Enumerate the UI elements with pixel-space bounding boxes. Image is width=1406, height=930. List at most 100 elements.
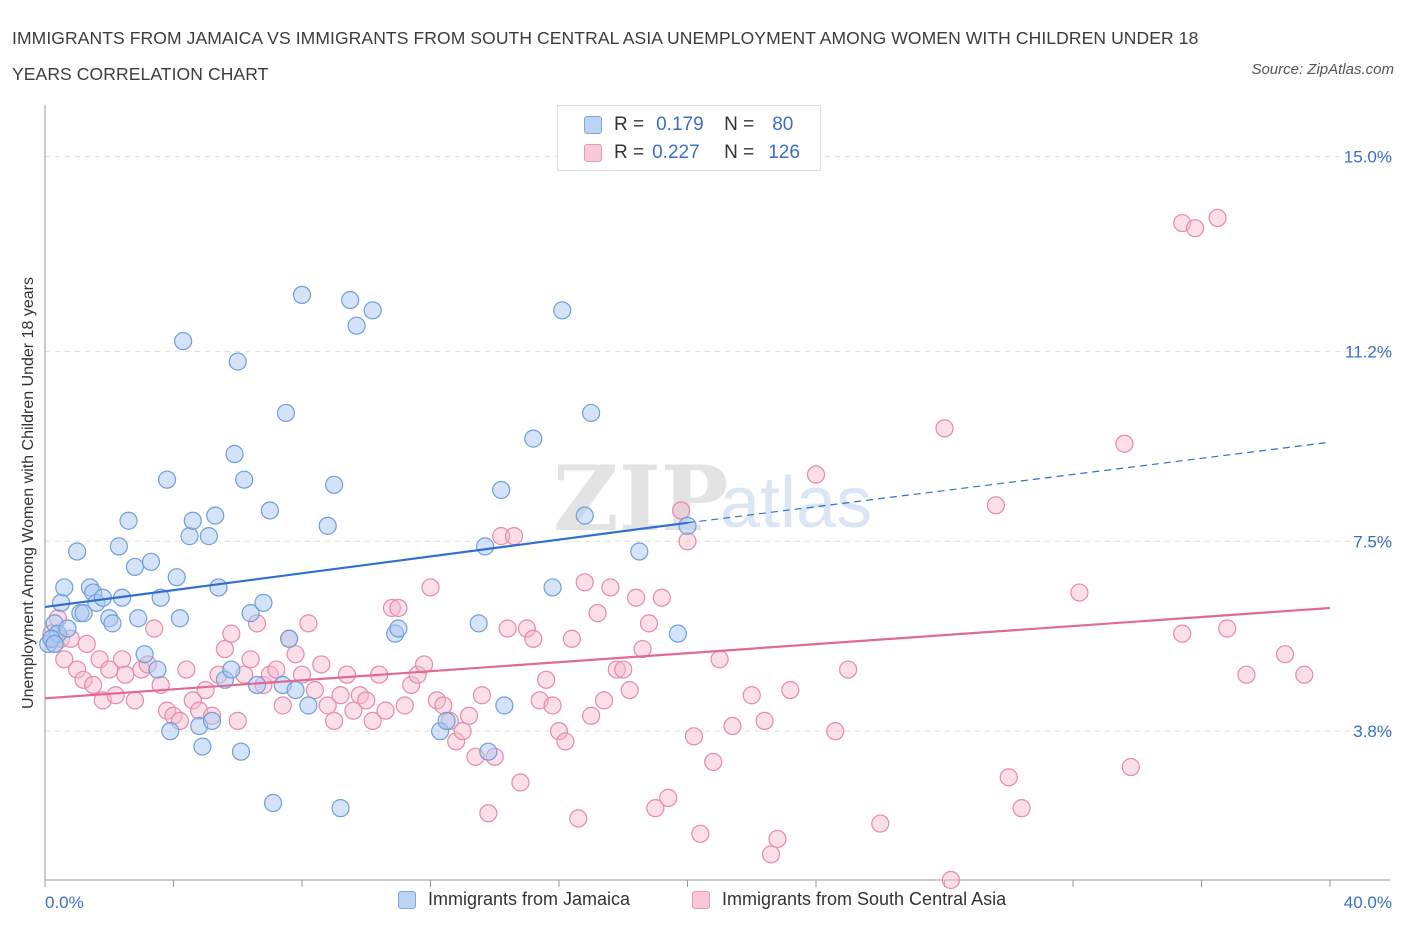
legend-row-south-central-asia: R = 0.227 N = 126 — [584, 141, 800, 165]
point-jamaica — [575, 506, 594, 525]
point-south-central-asia — [382, 598, 402, 618]
point-south-central-asia — [1173, 624, 1192, 643]
point-jamaica — [299, 696, 318, 715]
series-jamaica-points — [39, 285, 697, 818]
point-jamaica — [479, 742, 498, 761]
y-tick-label-1: 7.5% — [1353, 532, 1392, 551]
point-south-central-asia — [639, 614, 659, 633]
point-south-central-asia — [562, 629, 581, 648]
point-south-central-asia — [1218, 619, 1237, 638]
point-south-central-asia — [646, 799, 665, 818]
point-south-central-asia — [543, 696, 562, 715]
point-south-central-asia — [594, 691, 614, 710]
point-south-central-asia — [1012, 799, 1031, 818]
point-south-central-asia — [100, 660, 119, 679]
point-south-central-asia — [607, 660, 626, 679]
point-south-central-asia — [196, 680, 215, 700]
point-jamaica — [119, 511, 138, 530]
series-legend: Immigrants from Jamaica Immigrants from … — [0, 889, 1406, 915]
point-south-central-asia — [74, 670, 93, 689]
point-south-central-asia — [459, 706, 479, 725]
y-axis-label: Unemployment Among Women with Children U… — [20, 277, 37, 709]
point-south-central-asia — [414, 655, 434, 674]
point-south-central-asia — [453, 722, 472, 741]
point-south-central-asia — [331, 686, 350, 705]
point-south-central-asia — [704, 752, 723, 772]
point-south-central-asia — [344, 701, 363, 720]
point-south-central-asia — [376, 701, 395, 720]
point-south-central-asia — [1115, 434, 1134, 453]
point-south-central-asia — [723, 716, 742, 736]
point-south-central-asia — [511, 773, 530, 792]
y-tick-label-0: 3.8% — [1353, 722, 1392, 741]
point-jamaica — [582, 403, 601, 423]
point-jamaica — [103, 614, 122, 633]
point-south-central-asia — [633, 639, 652, 659]
point-south-central-asia — [1208, 208, 1227, 228]
point-south-central-asia — [312, 655, 331, 674]
point-jamaica — [45, 634, 64, 654]
legend-label-south-central-asia: Immigrants from South Central Asia — [722, 889, 1007, 909]
point-south-central-asia — [1237, 665, 1256, 684]
point-jamaica — [254, 593, 273, 612]
point-south-central-asia — [999, 768, 1018, 787]
point-south-central-asia — [318, 696, 337, 715]
legend-item-jamaica: Immigrants from Jamaica — [398, 889, 630, 910]
point-jamaica — [476, 537, 495, 556]
point-south-central-asia — [549, 722, 569, 741]
point-jamaica — [202, 711, 222, 730]
point-south-central-asia — [755, 711, 774, 730]
point-jamaica — [206, 506, 225, 525]
point-south-central-asia — [588, 604, 607, 623]
point-south-central-asia — [106, 686, 125, 705]
point-south-central-asia — [691, 824, 710, 843]
point-south-central-asia — [116, 665, 135, 684]
grid-lines — [45, 155, 1390, 732]
point-jamaica — [135, 645, 154, 664]
point-jamaica — [276, 403, 296, 423]
point-jamaica — [286, 680, 305, 700]
point-jamaica — [389, 619, 408, 638]
point-jamaica — [668, 624, 687, 643]
point-jamaica — [228, 352, 247, 371]
legend-r-value-south-central-asia: 0.227 — [652, 142, 700, 163]
point-south-central-asia — [337, 665, 357, 684]
legend-n-value-south-central-asia: 126 — [768, 142, 800, 163]
point-south-central-asia — [710, 650, 729, 669]
point-jamaica — [331, 799, 350, 818]
point-south-central-asia — [806, 465, 826, 484]
point-south-central-asia — [601, 578, 620, 597]
trend-line-south-central-asia — [44, 606, 1331, 700]
point-south-central-asia — [761, 845, 781, 864]
point-south-central-asia — [652, 588, 671, 607]
point-jamaica — [678, 516, 697, 535]
point-south-central-asia — [781, 680, 800, 700]
point-south-central-asia — [177, 660, 196, 679]
point-south-central-asia — [492, 527, 511, 546]
point-jamaica — [180, 527, 199, 546]
point-jamaica — [170, 609, 190, 628]
point-jamaica — [630, 542, 649, 561]
point-south-central-asia — [626, 588, 646, 607]
point-south-central-asia — [408, 665, 427, 684]
y-tick-label-3: 15.0% — [1344, 147, 1392, 166]
point-jamaica — [174, 331, 193, 351]
point-south-central-asia — [183, 691, 202, 710]
point-jamaica — [347, 316, 366, 335]
point-jamaica — [235, 470, 254, 489]
point-south-central-asia — [421, 578, 440, 597]
point-south-central-asia — [537, 670, 556, 689]
watermark: ZIP atlas — [553, 446, 872, 552]
point-south-central-asia — [286, 645, 305, 664]
point-south-central-asia — [357, 691, 376, 710]
legend-r-value-jamaica: 0.179 — [656, 114, 704, 135]
point-jamaica — [553, 301, 572, 320]
point-south-central-asia — [299, 614, 318, 633]
point-south-central-asia — [569, 809, 588, 828]
point-south-central-asia — [55, 650, 74, 669]
point-jamaica — [241, 604, 260, 623]
point-south-central-asia — [524, 629, 543, 648]
point-jamaica — [68, 542, 87, 561]
point-south-central-asia — [228, 711, 247, 730]
point-jamaica — [263, 793, 283, 813]
